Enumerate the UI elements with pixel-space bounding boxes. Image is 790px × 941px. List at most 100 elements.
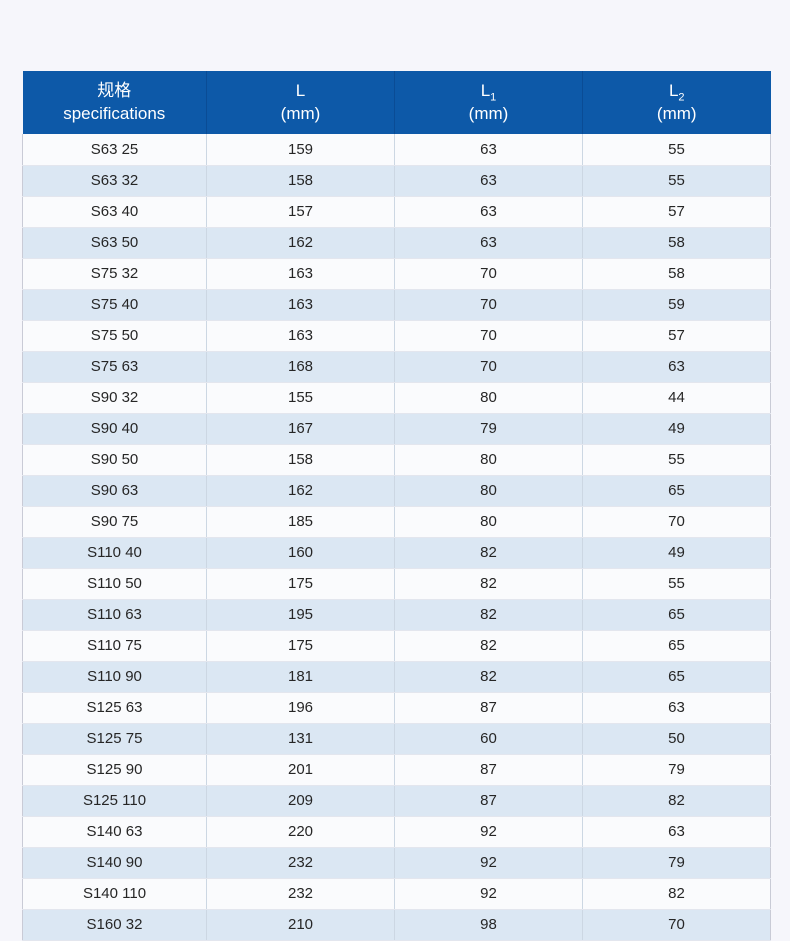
- spec-cell: S63 32: [22, 165, 207, 197]
- table-row: S75 50 163 70 57: [22, 320, 771, 352]
- l1-cell: 70: [394, 320, 583, 352]
- table-row: S125 90 201 87 79: [22, 754, 771, 786]
- l-cell: 232: [206, 847, 395, 879]
- column-header-l: L (mm): [206, 71, 395, 134]
- table-row: S125 75 131 60 50: [22, 723, 771, 755]
- table-row: S110 50 175 82 55: [22, 568, 771, 600]
- l2-cell: 50: [582, 723, 771, 755]
- spec-cell: S63 25: [22, 134, 207, 166]
- spec-cell: S75 63: [22, 351, 207, 383]
- table-header: 规格 specifications L (mm) L1 (mm) L2 (mm): [22, 71, 771, 134]
- l-cell: 232: [206, 878, 395, 910]
- column-header-symbol: 规格: [97, 81, 132, 101]
- l2-cell: 58: [582, 227, 771, 259]
- table-row: S90 63 162 80 65: [22, 475, 771, 507]
- column-header-subscript: 2: [678, 91, 685, 104]
- l2-cell: 49: [582, 413, 771, 445]
- l1-cell: 80: [394, 506, 583, 538]
- spec-cell: S125 63: [22, 692, 207, 724]
- l1-cell: 82: [394, 537, 583, 569]
- l-cell: 168: [206, 351, 395, 383]
- table-row: S140 63 220 92 63: [22, 816, 771, 848]
- table-row: S110 40 160 82 49: [22, 537, 771, 569]
- l1-cell: 60: [394, 723, 583, 755]
- l1-cell: 70: [394, 289, 583, 321]
- spec-cell: S110 90: [22, 661, 207, 693]
- l2-cell: 59: [582, 289, 771, 321]
- spec-cell: S140 90: [22, 847, 207, 879]
- l-cell: 162: [206, 227, 395, 259]
- l-cell: 163: [206, 289, 395, 321]
- table-row: S110 75 175 82 65: [22, 630, 771, 662]
- column-header-symbol: L: [480, 81, 491, 101]
- spec-cell: S63 40: [22, 196, 207, 228]
- column-header-line1: L1: [395, 80, 582, 103]
- spec-cell: S125 90: [22, 754, 207, 786]
- l1-cell: 82: [394, 568, 583, 600]
- l-cell: 159: [206, 134, 395, 166]
- l1-cell: 92: [394, 847, 583, 879]
- column-header-line1: 规格: [23, 80, 207, 102]
- spec-cell: S110 40: [22, 537, 207, 569]
- table-row: S140 90 232 92 79: [22, 847, 771, 879]
- l2-cell: 70: [582, 506, 771, 538]
- table-row: S160 32 210 98 70: [22, 909, 771, 941]
- spec-cell: S110 75: [22, 630, 207, 662]
- column-header-unit: (mm): [656, 103, 697, 123]
- l2-cell: 55: [582, 165, 771, 197]
- l1-cell: 80: [394, 444, 583, 476]
- l-cell: 131: [206, 723, 395, 755]
- l1-cell: 82: [394, 661, 583, 693]
- table-row: S90 75 185 80 70: [22, 506, 771, 538]
- l2-cell: 44: [582, 382, 771, 414]
- l1-cell: 82: [394, 599, 583, 631]
- spec-cell: S63 50: [22, 227, 207, 259]
- l2-cell: 63: [582, 351, 771, 383]
- column-header-symbol: L: [668, 81, 679, 101]
- spec-cell: S90 63: [22, 475, 207, 507]
- l1-cell: 63: [394, 196, 583, 228]
- l1-cell: 79: [394, 413, 583, 445]
- spec-cell: S110 50: [22, 568, 207, 600]
- specifications-table: 规格 specifications L (mm) L1 (mm) L2 (mm) S63 25…: [22, 71, 771, 941]
- table-row: S90 32 155 80 44: [22, 382, 771, 414]
- l-cell: 209: [206, 785, 395, 817]
- table-row: S110 63 195 82 65: [22, 599, 771, 631]
- column-header-line1: L: [207, 80, 394, 102]
- table-row: S75 32 163 70 58: [22, 258, 771, 290]
- l1-cell: 70: [394, 351, 583, 383]
- l-cell: 175: [206, 630, 395, 662]
- l1-cell: 92: [394, 816, 583, 848]
- spec-cell: S160 32: [22, 909, 207, 941]
- l-cell: 210: [206, 909, 395, 941]
- table-row: S63 50 162 63 58: [22, 227, 771, 259]
- header-row: 规格 specifications L (mm) L1 (mm) L2 (mm): [22, 71, 771, 134]
- l2-cell: 70: [582, 909, 771, 941]
- l2-cell: 65: [582, 630, 771, 662]
- spec-cell: S90 50: [22, 444, 207, 476]
- l-cell: 167: [206, 413, 395, 445]
- spec-cell: S140 63: [22, 816, 207, 848]
- l-cell: 181: [206, 661, 395, 693]
- spec-cell: S125 75: [22, 723, 207, 755]
- l-cell: 155: [206, 382, 395, 414]
- l-cell: 196: [206, 692, 395, 724]
- l-cell: 163: [206, 320, 395, 352]
- l2-cell: 65: [582, 475, 771, 507]
- l2-cell: 57: [582, 196, 771, 228]
- l-cell: 160: [206, 537, 395, 569]
- spec-cell: S75 50: [22, 320, 207, 352]
- column-header-unit: (mm): [280, 103, 321, 123]
- l2-cell: 49: [582, 537, 771, 569]
- l2-cell: 55: [582, 134, 771, 166]
- column-header-unit: specifications: [63, 103, 166, 123]
- l-cell: 163: [206, 258, 395, 290]
- table-row: S63 32 158 63 55: [22, 165, 771, 197]
- l1-cell: 80: [394, 382, 583, 414]
- l1-cell: 80: [394, 475, 583, 507]
- l2-cell: 63: [582, 692, 771, 724]
- spec-cell: S90 75: [22, 506, 207, 538]
- l-cell: 220: [206, 816, 395, 848]
- table-row: S75 40 163 70 59: [22, 289, 771, 321]
